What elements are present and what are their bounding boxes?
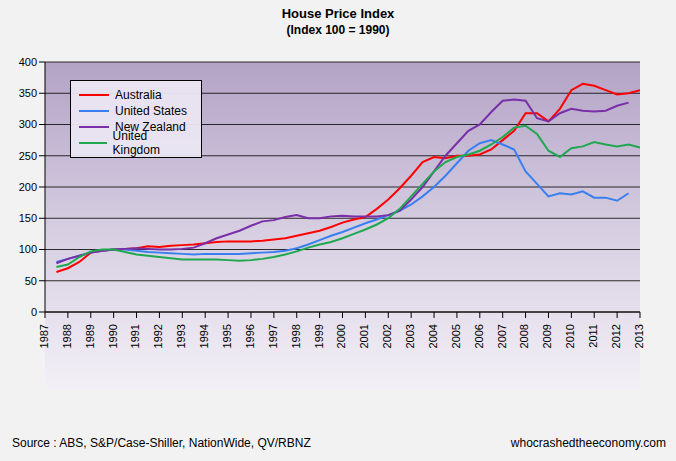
svg-text:1993: 1993: [175, 324, 187, 348]
svg-text:2011: 2011: [587, 324, 599, 348]
svg-text:1992: 1992: [152, 324, 164, 348]
svg-text:2007: 2007: [496, 324, 508, 348]
svg-text:1994: 1994: [198, 324, 210, 348]
svg-text:100: 100: [19, 243, 37, 255]
svg-text:350: 350: [19, 87, 37, 99]
svg-text:1991: 1991: [129, 324, 141, 348]
svg-text:2000: 2000: [335, 324, 347, 348]
svg-text:2008: 2008: [518, 324, 530, 348]
svg-text:2009: 2009: [541, 324, 553, 348]
svg-text:2013: 2013: [633, 324, 645, 348]
html-text:House Price Index: House Price Index: [281, 6, 395, 21]
svg-text:2003: 2003: [404, 324, 416, 348]
svg-text:2010: 2010: [564, 324, 576, 348]
svg-text:2004: 2004: [427, 324, 439, 348]
svg-text:2002: 2002: [381, 324, 393, 348]
html-text:whocrashedtheeconomy.com: whocrashedtheeconomy.com: [510, 436, 666, 450]
html-text:United States: United States: [115, 104, 187, 118]
svg-text:150: 150: [19, 212, 37, 224]
svg-text:50: 50: [25, 275, 37, 287]
html-text:United Kingdom: United Kingdom: [112, 129, 160, 157]
svg-text:1987: 1987: [38, 324, 50, 348]
svg-text:1997: 1997: [267, 324, 279, 348]
html-text:Source : ABS, S&P/Case-Shiller: Source : ABS, S&P/Case-Shiller, NationWi…: [12, 436, 311, 450]
svg-text:1989: 1989: [84, 324, 96, 348]
svg-text:1990: 1990: [107, 324, 119, 348]
svg-text:400: 400: [19, 56, 37, 68]
svg-text:1995: 1995: [221, 324, 233, 348]
html-text:New Zealand: New Zealand: [115, 120, 186, 134]
svg-text:0: 0: [31, 306, 37, 318]
svg-text:300: 300: [19, 118, 37, 130]
svg-text:2012: 2012: [610, 324, 622, 348]
svg-text:1996: 1996: [244, 324, 256, 348]
svg-text:2001: 2001: [358, 324, 370, 348]
html-text:(Index 100 = 1990): (Index 100 = 1990): [286, 23, 390, 37]
svg-text:250: 250: [19, 150, 37, 162]
svg-text:200: 200: [19, 181, 37, 193]
svg-text:2006: 2006: [473, 324, 485, 348]
svg-text:2005: 2005: [450, 324, 462, 348]
svg-text:1998: 1998: [290, 324, 302, 348]
html-text:Australia: Australia: [115, 88, 162, 102]
svg-text:1988: 1988: [61, 324, 73, 348]
svg-text:1999: 1999: [313, 324, 325, 348]
